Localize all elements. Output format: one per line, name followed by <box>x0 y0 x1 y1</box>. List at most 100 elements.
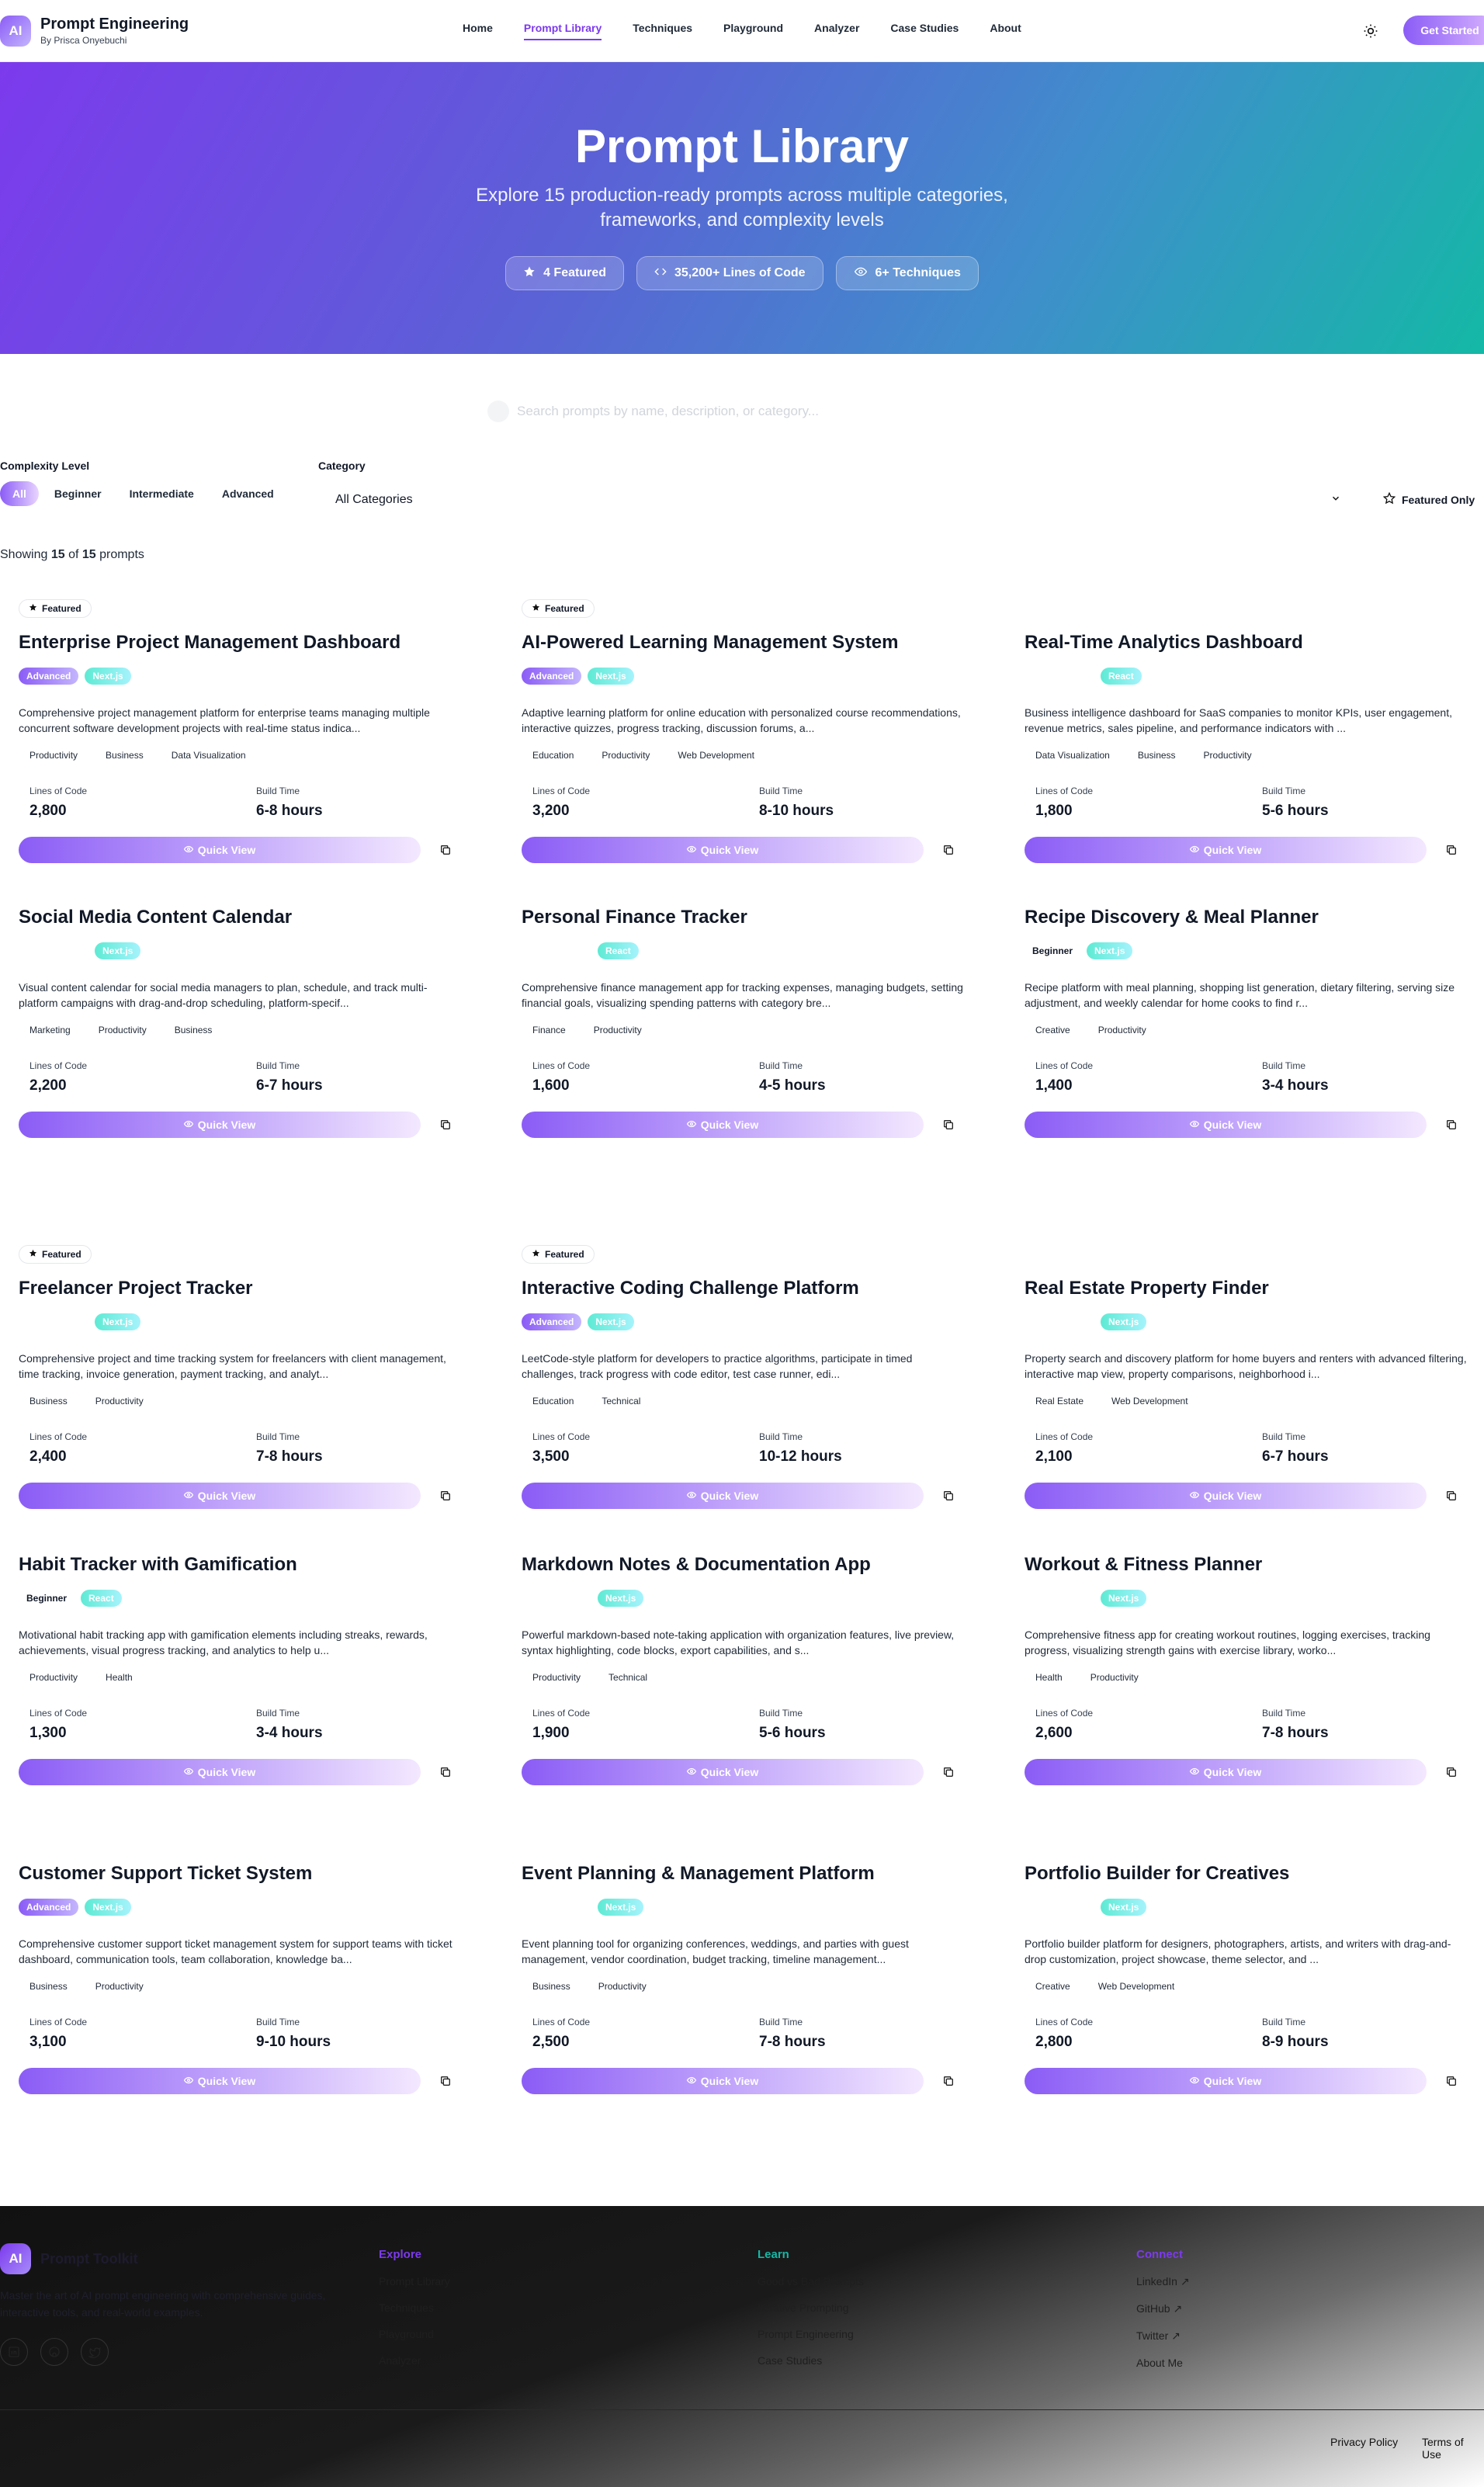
quick-view-button[interactable]: Quick View <box>19 2068 421 2094</box>
copy-icon[interactable] <box>1441 839 1462 861</box>
theme-toggle-sun-icon[interactable] <box>1360 20 1382 42</box>
quick-view-button[interactable]: Quick View <box>19 1483 421 1509</box>
quick-view-button[interactable]: Quick View <box>522 1483 924 1509</box>
copy-icon[interactable] <box>435 1761 456 1783</box>
footer-link[interactable]: Techniques <box>379 2301 434 2314</box>
footer-link[interactable]: GitHub ↗ <box>1136 2302 1183 2315</box>
complexity-all[interactable]: All <box>0 481 39 506</box>
prompt-card[interactable]: Event Planning & Management Platform Next… <box>503 1863 969 2158</box>
copy-icon[interactable] <box>1441 1114 1462 1136</box>
quick-view-button[interactable]: Quick View <box>19 1759 421 1785</box>
quick-view-button[interactable]: Quick View <box>1025 1483 1427 1509</box>
prompt-card[interactable]: Social Media Content Calendar Next.js Visu… <box>0 907 466 1202</box>
copy-icon[interactable] <box>938 1485 959 1507</box>
footer-link[interactable]: LinkedIn ↗ <box>1136 2275 1190 2288</box>
quick-view-button[interactable]: Quick View <box>522 1759 924 1785</box>
footer-link[interactable]: Analyzer <box>379 2354 421 2367</box>
quick-view-button[interactable]: Quick View <box>1025 1112 1427 1138</box>
terms-link[interactable]: Terms of Use <box>1422 2436 1464 2461</box>
card-title[interactable]: Enterprise Project Management Dashboard <box>19 632 401 653</box>
prompt-card[interactable]: Featured Enterprise Project Management Da… <box>0 599 466 894</box>
copy-icon[interactable] <box>938 1761 959 1783</box>
card-title[interactable]: Workout & Fitness Planner <box>1025 1554 1263 1575</box>
copy-icon[interactable] <box>435 839 456 861</box>
nav-home[interactable]: Home <box>463 22 493 34</box>
nav-prompt-library[interactable]: Prompt Library <box>523 22 602 40</box>
nav-case-studies[interactable]: Case Studies <box>890 22 959 34</box>
nav-analyzer[interactable]: Analyzer <box>814 22 860 34</box>
copy-icon[interactable] <box>1441 1761 1462 1783</box>
card-title[interactable]: Real Estate Property Finder <box>1025 1278 1269 1299</box>
card-title[interactable]: Personal Finance Tracker <box>522 907 747 928</box>
footer-link[interactable]: Case Studies <box>758 2354 823 2367</box>
complexity-advanced[interactable]: Advanced <box>221 487 274 500</box>
prompt-card[interactable]: Real-Time Analytics Dashboard React Busine… <box>1006 599 1472 894</box>
card-title[interactable]: Event Planning & Management Platform <box>522 1863 875 1884</box>
card-title[interactable]: AI-Powered Learning Management System <box>522 632 899 653</box>
card-description: Comprehensive project management platfor… <box>19 706 430 734</box>
card-title[interactable]: Habit Tracker with Gamification <box>19 1554 297 1575</box>
featured-only-toggle[interactable]: Featured Only <box>1382 491 1475 507</box>
prompt-card[interactable]: Portfolio Builder for Creatives Next.js Po… <box>1006 1863 1472 2158</box>
copy-icon[interactable] <box>435 1114 456 1136</box>
copy-icon[interactable] <box>938 1114 959 1136</box>
copy-icon[interactable] <box>435 2070 456 2092</box>
prompt-card[interactable]: Featured AI-Powered Learning Management S… <box>503 599 969 894</box>
quick-view-button[interactable]: Quick View <box>19 1112 421 1138</box>
prompt-card[interactable]: Workout & Fitness Planner Next.js Comprehe… <box>1006 1554 1472 1849</box>
footer-link[interactable]: Prompt Library <box>379 2275 450 2288</box>
footer-link[interactable]: Playground <box>379 2328 434 2340</box>
prompt-card[interactable]: Featured Interactive Coding Challenge Pla… <box>503 1245 969 1540</box>
quick-view-button[interactable]: Quick View <box>1025 837 1427 863</box>
prompt-card[interactable]: Customer Support Ticket System Advanced Ne… <box>0 1863 466 2158</box>
copy-icon[interactable] <box>1441 1485 1462 1507</box>
nav-about[interactable]: About <box>990 22 1021 34</box>
quick-view-button[interactable]: Quick View <box>1025 1759 1427 1785</box>
footer-link[interactable]: Prompt Engineering <box>758 2328 854 2340</box>
copy-icon[interactable] <box>435 1485 456 1507</box>
category-tag: Productivity <box>95 1396 144 1407</box>
copy-icon[interactable] <box>1441 2070 1462 2092</box>
quick-view-button[interactable]: Quick View <box>1025 2068 1427 2094</box>
complexity-beginner[interactable]: Beginner <box>54 487 102 500</box>
card-title[interactable]: Customer Support Ticket System <box>19 1863 313 1884</box>
search-input[interactable] <box>517 404 983 419</box>
privacy-link[interactable]: Privacy Policy <box>1330 2436 1399 2448</box>
quick-view-button[interactable]: Quick View <box>522 2068 924 2094</box>
build-value: 8-9 hours <box>1262 2034 1329 2050</box>
prompt-card[interactable]: Personal Finance Tracker React Comprehensi… <box>503 907 969 1202</box>
github-icon[interactable] <box>40 2338 68 2366</box>
brand[interactable]: Prompt Engineering By Prisca Onyebuchi <box>40 16 189 46</box>
complexity-intermediate[interactable]: Intermediate <box>129 487 194 500</box>
card-title[interactable]: Markdown Notes & Documentation App <box>522 1554 871 1575</box>
prompt-card[interactable]: Real Estate Property Finder Next.js Proper… <box>1006 1245 1472 1540</box>
card-title[interactable]: Freelancer Project Tracker <box>19 1278 253 1299</box>
card-title[interactable]: Social Media Content Calendar <box>19 907 293 928</box>
footer-link[interactable]: Twitter ↗ <box>1136 2329 1181 2342</box>
category-select[interactable]: All Categories <box>318 487 1358 512</box>
twitter-icon[interactable] <box>81 2338 109 2366</box>
card-tags: Next.js <box>19 1313 141 1330</box>
card-title[interactable]: Recipe Discovery & Meal Planner <box>1025 907 1319 928</box>
quick-view-button[interactable]: Quick View <box>522 1112 924 1138</box>
prompt-card[interactable]: Featured Freelancer Project Tracker Next.j… <box>0 1245 466 1540</box>
nav-playground[interactable]: Playground <box>723 22 784 34</box>
copy-icon[interactable] <box>938 839 959 861</box>
footer-link[interactable]: About Me <box>1136 2357 1183 2369</box>
nav-techniques[interactable]: Techniques <box>633 22 693 34</box>
quick-view-button[interactable]: Quick View <box>522 837 924 863</box>
prompt-card[interactable]: Recipe Discovery & Meal Planner Beginner N… <box>1006 907 1472 1202</box>
prompt-card[interactable]: Markdown Notes & Documentation App Next.j… <box>503 1554 969 1849</box>
quick-view-button[interactable]: Quick View <box>19 837 421 863</box>
card-title[interactable]: Portfolio Builder for Creatives <box>1025 1863 1290 1884</box>
card-title[interactable]: Real-Time Analytics Dashboard <box>1025 632 1303 653</box>
logo-badge[interactable]: AI <box>0 16 31 47</box>
footer-link[interactable]: Good vs Bad Prompts <box>758 2275 864 2288</box>
linkedin-icon[interactable] <box>0 2338 28 2366</box>
footer-logo[interactable]: AI <box>0 2243 31 2274</box>
card-title[interactable]: Interactive Coding Challenge Platform <box>522 1278 859 1299</box>
prompt-card[interactable]: Habit Tracker with Gamification Beginner R… <box>0 1554 466 1849</box>
copy-icon[interactable] <box>938 2070 959 2092</box>
footer-link[interactable]: Iterative Prompting <box>758 2301 849 2314</box>
get-started-button[interactable]: Get Started <box>1403 16 1484 45</box>
